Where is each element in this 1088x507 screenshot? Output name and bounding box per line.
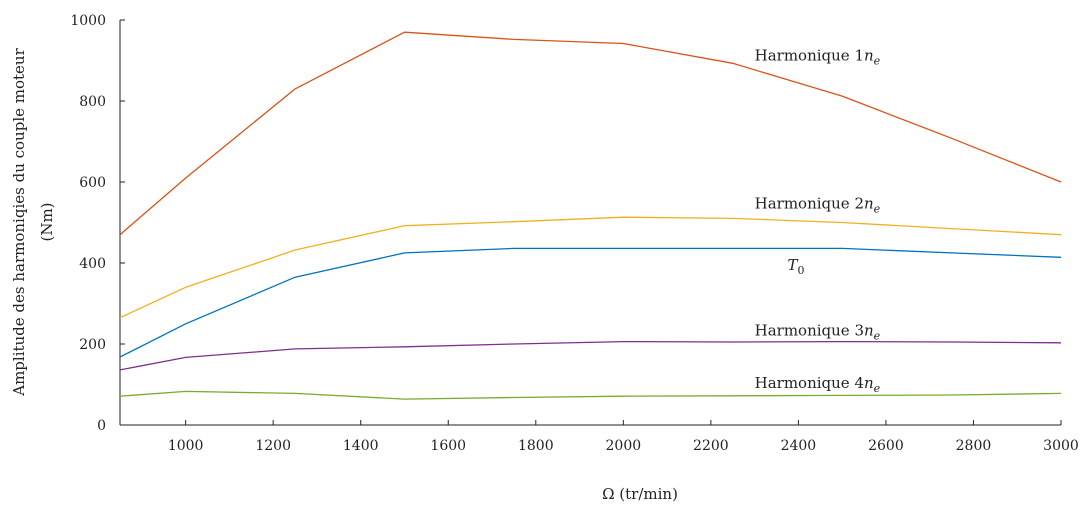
series-line-h1 <box>119 31 1062 236</box>
x-tick-label: 1400 <box>343 438 379 454</box>
y-tick-label: 0 <box>97 418 106 434</box>
x-tick-label: 2200 <box>693 438 729 454</box>
y-axis-label-line2: (Nm) <box>38 202 56 241</box>
series-label-h4: Harmonique 4ne <box>755 374 881 395</box>
x-tick-label: 2400 <box>781 438 817 454</box>
series-line-t0 <box>119 247 1062 358</box>
y-tick-label: 800 <box>79 94 106 110</box>
x-tick-label: 2800 <box>956 438 992 454</box>
x-tick-label: 1000 <box>168 438 204 454</box>
series-line-h3 <box>119 340 1062 371</box>
series-labels: Harmonique 1ne Harmonique 2ne T0 Harmonique… <box>755 47 881 396</box>
y-tick-label: 600 <box>79 175 106 191</box>
series-label-h3: Harmonique 3ne <box>755 321 881 342</box>
series-line-h4 <box>119 390 1062 400</box>
y-ticks: 0 200 400 600 800 1000 <box>70 13 125 434</box>
x-tick-label: 1200 <box>255 438 291 454</box>
x-tick-label: 1800 <box>518 438 554 454</box>
series-label-h1: Harmonique 1ne <box>755 47 881 68</box>
y-tick-label: 400 <box>79 256 106 272</box>
y-tick-label: 200 <box>79 337 106 353</box>
y-axis-label-line1: Amplitude des harmoniqies du couple mote… <box>10 47 28 396</box>
y-tick-label: 1000 <box>70 13 106 29</box>
x-axis-label: Ω (tr/min) <box>602 485 678 503</box>
x-tick-label: 3000 <box>1043 438 1079 454</box>
x-tick-label: 2600 <box>868 438 904 454</box>
axes <box>119 20 1061 426</box>
x-tick-label: 1600 <box>430 438 466 454</box>
series-line-h2 <box>119 216 1062 319</box>
series-label-h2: Harmonique 2ne <box>755 194 881 215</box>
series-label-t0: T0 <box>787 256 804 277</box>
x-ticks: 1000 1200 1400 1600 1800 2000 2200 2400 2600 2800… <box>168 420 1079 454</box>
x-tick-label: 2000 <box>606 438 642 454</box>
series-lines <box>119 31 1062 400</box>
